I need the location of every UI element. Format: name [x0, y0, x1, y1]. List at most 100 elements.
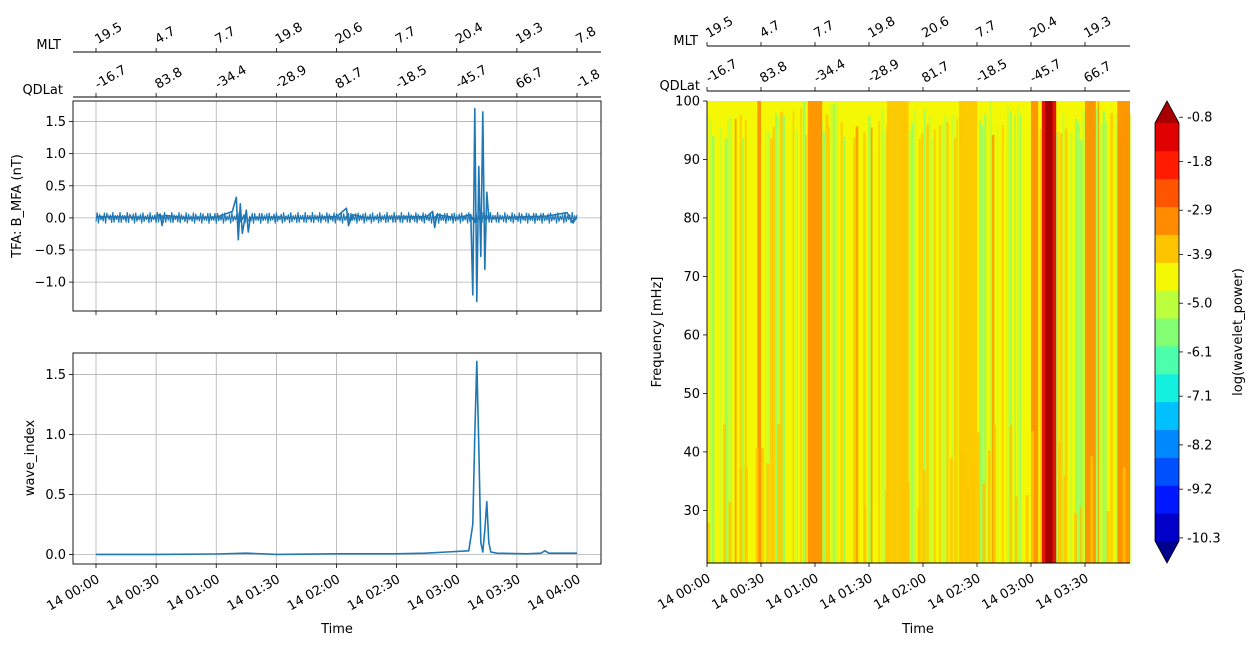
- spectrogram-streak: [1059, 132, 1063, 563]
- spectrogram-streak: [787, 135, 791, 563]
- spectrogram-streak: [800, 107, 802, 563]
- spectrogram-streak: [790, 106, 794, 563]
- spectrogram-streak: [916, 110, 919, 563]
- spectrogram-streak: [717, 104, 720, 564]
- colorbar-tick-label: -6.1: [1187, 345, 1212, 360]
- left-mlt-tick-label: 20.4: [453, 20, 486, 47]
- wave-index-ytick-label: 0.5: [45, 488, 66, 503]
- wave-index-xtick-label: 14 02:00: [285, 572, 343, 614]
- left-mlt-axis: 19.5 4.7 7.7 19.8 20.6 7.7 20.4 19.3 7.8: [73, 20, 601, 53]
- tfa-ytick-label: 1.0: [45, 147, 66, 162]
- spectrogram-streak: [1011, 122, 1016, 563]
- spectrogram-streak: [994, 137, 996, 563]
- spectrogram-streak: [1022, 113, 1025, 564]
- spectrogram-streak: [805, 134, 807, 563]
- spectrogram-streak: [747, 117, 751, 563]
- spectrogram-ytick-label: 50: [683, 387, 700, 402]
- spectrogram-streak: [1097, 101, 1100, 564]
- spectrogram-streak: [1074, 118, 1078, 564]
- colorbar-segment: [1155, 401, 1179, 431]
- spectrogram-low-freq-patch: [987, 450, 991, 563]
- spectrogram-streak: [1107, 129, 1111, 563]
- right-qdlat-axis: -16.7 83.8 -34.4 -28.9 81.7 -18.5 -45.7 66.7: [704, 57, 1130, 92]
- spectrogram-streak: [1014, 115, 1017, 563]
- spectrogram-streak: [956, 118, 959, 564]
- spectrogram-streak: [860, 127, 863, 563]
- spectrogram-streak: [780, 111, 784, 563]
- colorbar-segment: [1155, 123, 1179, 152]
- colorbar-tick-label: -9.2: [1187, 483, 1212, 498]
- right-qdlat-tick-label: 81.7: [920, 59, 953, 86]
- spectrogram-streak: [802, 101, 806, 563]
- spectrogram-ytick-label: 60: [683, 328, 700, 343]
- spectrogram-streak: [1027, 115, 1030, 563]
- colorbar-tick-label: -5.0: [1187, 297, 1212, 312]
- spectrogram-power-column: [1117, 101, 1130, 563]
- spectrogram-streak: [737, 114, 739, 563]
- spectrogram-streak: [1072, 114, 1075, 564]
- right-mlt-tick-label: 20.6: [920, 14, 953, 41]
- spectrogram-streak: [795, 129, 798, 563]
- spectrogram-streak: [782, 115, 786, 563]
- left-qdlat-label: QDLat: [22, 83, 63, 98]
- colorbar-segment: [1155, 457, 1179, 486]
- spectrogram-low-freq-patch: [739, 467, 743, 563]
- spectrogram-low-freq-patch: [1122, 467, 1126, 563]
- colorbar-tick-label: -10.3: [1187, 531, 1221, 546]
- spectrogram-streak: [1019, 114, 1022, 563]
- spectrogram-streak: [1009, 111, 1012, 563]
- spectrogram-streak: [1016, 106, 1019, 564]
- wave-index-series-line: [96, 360, 577, 556]
- spectrogram-streak: [830, 104, 834, 563]
- spectrogram-streak: [1077, 121, 1080, 564]
- left-mlt-tick-label: 4.7: [153, 24, 178, 47]
- spectrogram-low-freq-patch: [977, 432, 980, 563]
- right-mlt-tick-label: 7.7: [974, 18, 999, 41]
- spectrogram-power-column: [807, 101, 823, 563]
- spectrogram-streak: [744, 119, 747, 563]
- spectrogram-low-freq-patch: [766, 463, 770, 563]
- colorbar-segment: [1155, 290, 1179, 319]
- left-mlt-label: MLT: [36, 38, 61, 53]
- spectrogram-low-freq-patch: [761, 448, 764, 563]
- panel-wave-index: 1.51.00.50.014 00:00 14 00:30 14 01:00 14 0…: [45, 352, 602, 614]
- spectrogram-streak: [1102, 111, 1105, 564]
- left-mlt-tick-label: 19.5: [93, 20, 126, 47]
- spectrogram-streak: [986, 139, 990, 564]
- wave-index-xtick-label: 14 00:30: [105, 572, 163, 614]
- wave-index-frame: [72, 352, 602, 565]
- spectrogram-streak: [926, 124, 930, 563]
- colorbar-max-extend: [1155, 101, 1179, 123]
- wave-index-xtick-label: 14 00:00: [45, 572, 103, 614]
- spectrogram-streak: [943, 116, 947, 564]
- spectrogram-streak: [880, 108, 884, 564]
- spectrogram-low-freq-patch: [982, 483, 986, 563]
- spectrogram-streak: [734, 118, 737, 563]
- colorbar-outline: [1154, 100, 1180, 564]
- spectrogram-streak: [1095, 108, 1098, 563]
- spectrogram-streak: [1079, 140, 1083, 564]
- spectrogram-streak: [792, 111, 795, 563]
- spectrogram-streak: [850, 120, 854, 564]
- spectrogram-low-freq-patch: [728, 502, 732, 563]
- spectrogram-streak: [1115, 114, 1118, 563]
- wave-index-xtick-label: 14 01:00: [165, 572, 223, 614]
- left-qdlat-tick-label: -18.5: [393, 63, 430, 93]
- left-qdlat-tick-label: 81.7: [333, 65, 366, 92]
- right-mlt-tick-label: 19.3: [1082, 14, 1115, 41]
- spectrogram-streak: [976, 120, 979, 563]
- spectrogram-streak: [923, 109, 926, 564]
- spectrogram-streak: [865, 136, 869, 564]
- spectrogram-streak: [863, 132, 866, 563]
- tfa-ytick-label: 0.0: [45, 211, 66, 226]
- spectrogram-low-freq-patch: [1031, 431, 1034, 563]
- spectrogram-streak: [709, 118, 712, 563]
- right-qdlat-tick-label: 83.8: [758, 59, 791, 86]
- spectrogram-streak: [953, 137, 957, 563]
- left-qdlat-axis: -16.7 83.8 -34.4 -28.9 81.7 -18.5 -45.7 66.7 -1.…: [73, 63, 603, 98]
- left-mlt-tick-label: 7.7: [393, 24, 418, 47]
- panel-wave-index-ylabel: wave_index: [23, 420, 38, 497]
- spectrogram-streak: [729, 117, 733, 564]
- spectrogram-streak: [853, 137, 856, 563]
